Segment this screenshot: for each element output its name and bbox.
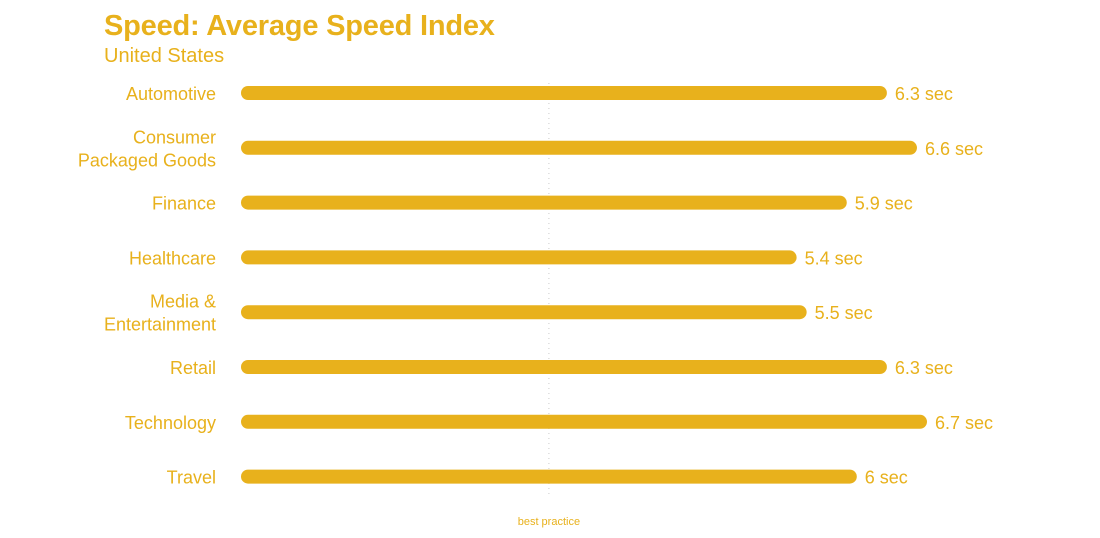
value-label: 5.9 sec [855,194,913,214]
chart-title: Speed: Average Speed Index [104,10,495,42]
best-practice-label: best practice [518,516,580,528]
value-label: 5.5 sec [815,303,873,323]
category-label: Retail [170,358,216,378]
value-label: 6.3 sec [895,358,953,378]
category-label: Travel [167,468,216,488]
chart-subtitle: United States [104,45,225,67]
value-label: 6.6 sec [925,139,983,159]
value-label: 6.3 sec [895,84,953,104]
category-label: Consumer Packaged Goods [78,127,216,170]
category-label: Healthcare [129,248,216,268]
value-label: 6 sec [865,468,908,488]
value-label: 6.7 sec [935,413,993,433]
category-label: Automotive [126,84,216,104]
category-label: Technology [125,413,216,433]
category-label: Media & Entertainment [104,292,216,335]
value-label: 5.4 sec [805,248,863,268]
category-label: Finance [152,194,216,214]
